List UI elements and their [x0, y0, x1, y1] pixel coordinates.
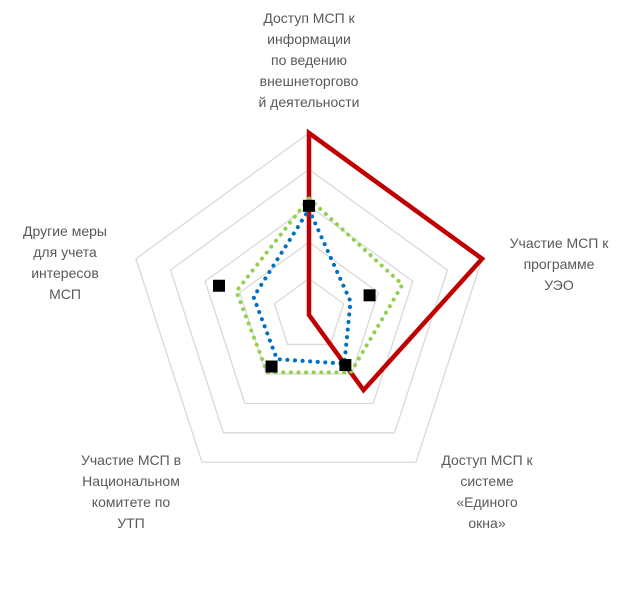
series-1-line: [234, 195, 406, 375]
grid-ring-1: [273, 277, 345, 346]
axis-label-info-access: Доступ МСП к информации по ведению внешн…: [258, 10, 360, 110]
axis-label-other-measures: Другие меры для учета интересов МСП: [23, 223, 107, 302]
axis-label-single-window: Доступ МСП к системе «Единого окна»: [441, 452, 533, 531]
series-0-line: [306, 128, 486, 394]
series-3-marker-0: [303, 199, 315, 212]
grid-ring-3: [204, 204, 414, 404]
axis-label-aeo-program: Участие МСП к программе УЭО: [509, 235, 609, 293]
grid-ring-4: [169, 168, 449, 434]
series-3-marker-4: [212, 279, 225, 292]
series-3-marker-1: [363, 289, 376, 302]
grid-ring-2: [238, 241, 380, 375]
series-3-marker-2: [339, 359, 352, 372]
series-3-marker-3: [265, 360, 278, 373]
series-2-line: [251, 205, 353, 366]
axis-label-national-committee: Участие МСП в Национальном комитете по У…: [80, 452, 182, 531]
